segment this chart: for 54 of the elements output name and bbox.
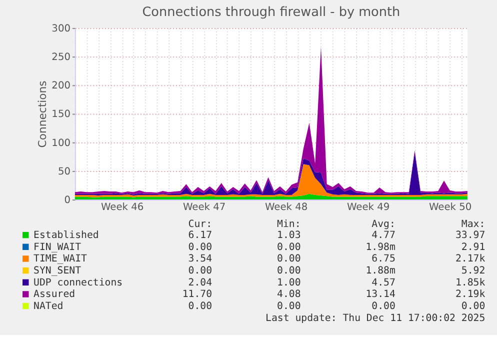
text: Avg:	[372, 219, 396, 230]
y-tick-label: 250	[52, 52, 71, 64]
text: 6.17	[188, 230, 212, 242]
y-tick-label: 0	[64, 195, 71, 206]
text: 3.54	[188, 254, 212, 265]
text: 11.70	[182, 289, 212, 300]
legend-label: Established	[34, 230, 99, 242]
x-tick-label: Week 48	[264, 202, 308, 213]
text: 0.00	[277, 254, 301, 265]
x-tick-label: Week 46	[100, 202, 144, 213]
text: Last update: Thu Dec 11 17:00:02 2025	[266, 312, 486, 324]
text: 0.00	[188, 266, 212, 277]
text: 2.17k	[455, 254, 486, 265]
y-tick-label: 100	[52, 138, 71, 149]
text: 1.98m	[366, 242, 396, 253]
x-tick-label: Week 49	[346, 202, 390, 213]
y-axis-title: Connections	[36, 80, 49, 148]
text: 2.91	[461, 242, 486, 253]
text: 4.08	[277, 289, 301, 300]
text: 5.92	[461, 266, 486, 277]
legend-label: FIN_WAIT	[34, 242, 82, 253]
legend-label: SYN_SENT	[34, 266, 82, 277]
text: 1.03	[277, 230, 301, 242]
text: 2.04	[188, 277, 212, 288]
x-tick-label: Week 47	[182, 202, 226, 213]
legend-label: NATed	[34, 301, 64, 312]
text: 2.19k	[455, 289, 486, 300]
text: 6.75	[372, 254, 396, 265]
text: 0.00	[277, 301, 301, 312]
x-tick-label: Week 50	[428, 202, 472, 213]
legend-label: TIME_WAIT	[34, 254, 88, 265]
legend-label: Assured	[34, 289, 76, 300]
legend-label: UDP connections	[34, 277, 123, 288]
text: Max:	[461, 219, 486, 230]
text: Min:	[277, 219, 301, 230]
text: 0.00	[188, 301, 212, 312]
text: 0.00	[461, 301, 486, 312]
text: 1.88m	[366, 266, 396, 277]
text: 1.85k	[455, 277, 486, 288]
text: 4.57	[372, 277, 396, 288]
text: 0.00	[188, 242, 212, 253]
y-tick-label: 300	[52, 23, 71, 34]
text: 0.00	[277, 266, 301, 277]
text: 0.00	[372, 301, 396, 312]
text: Cur:	[188, 219, 212, 230]
y-tick-label: 50	[58, 166, 71, 178]
text: 1.00	[277, 277, 301, 288]
text: 13.14	[366, 289, 396, 300]
text: 33.97	[455, 230, 486, 242]
text: 0.00	[277, 242, 301, 253]
text: 4.77	[372, 230, 396, 242]
y-tick-label: 200	[52, 80, 71, 92]
chart-title: Connections through firewall - by month	[142, 5, 400, 20]
y-tick-label: 150	[52, 109, 71, 120]
